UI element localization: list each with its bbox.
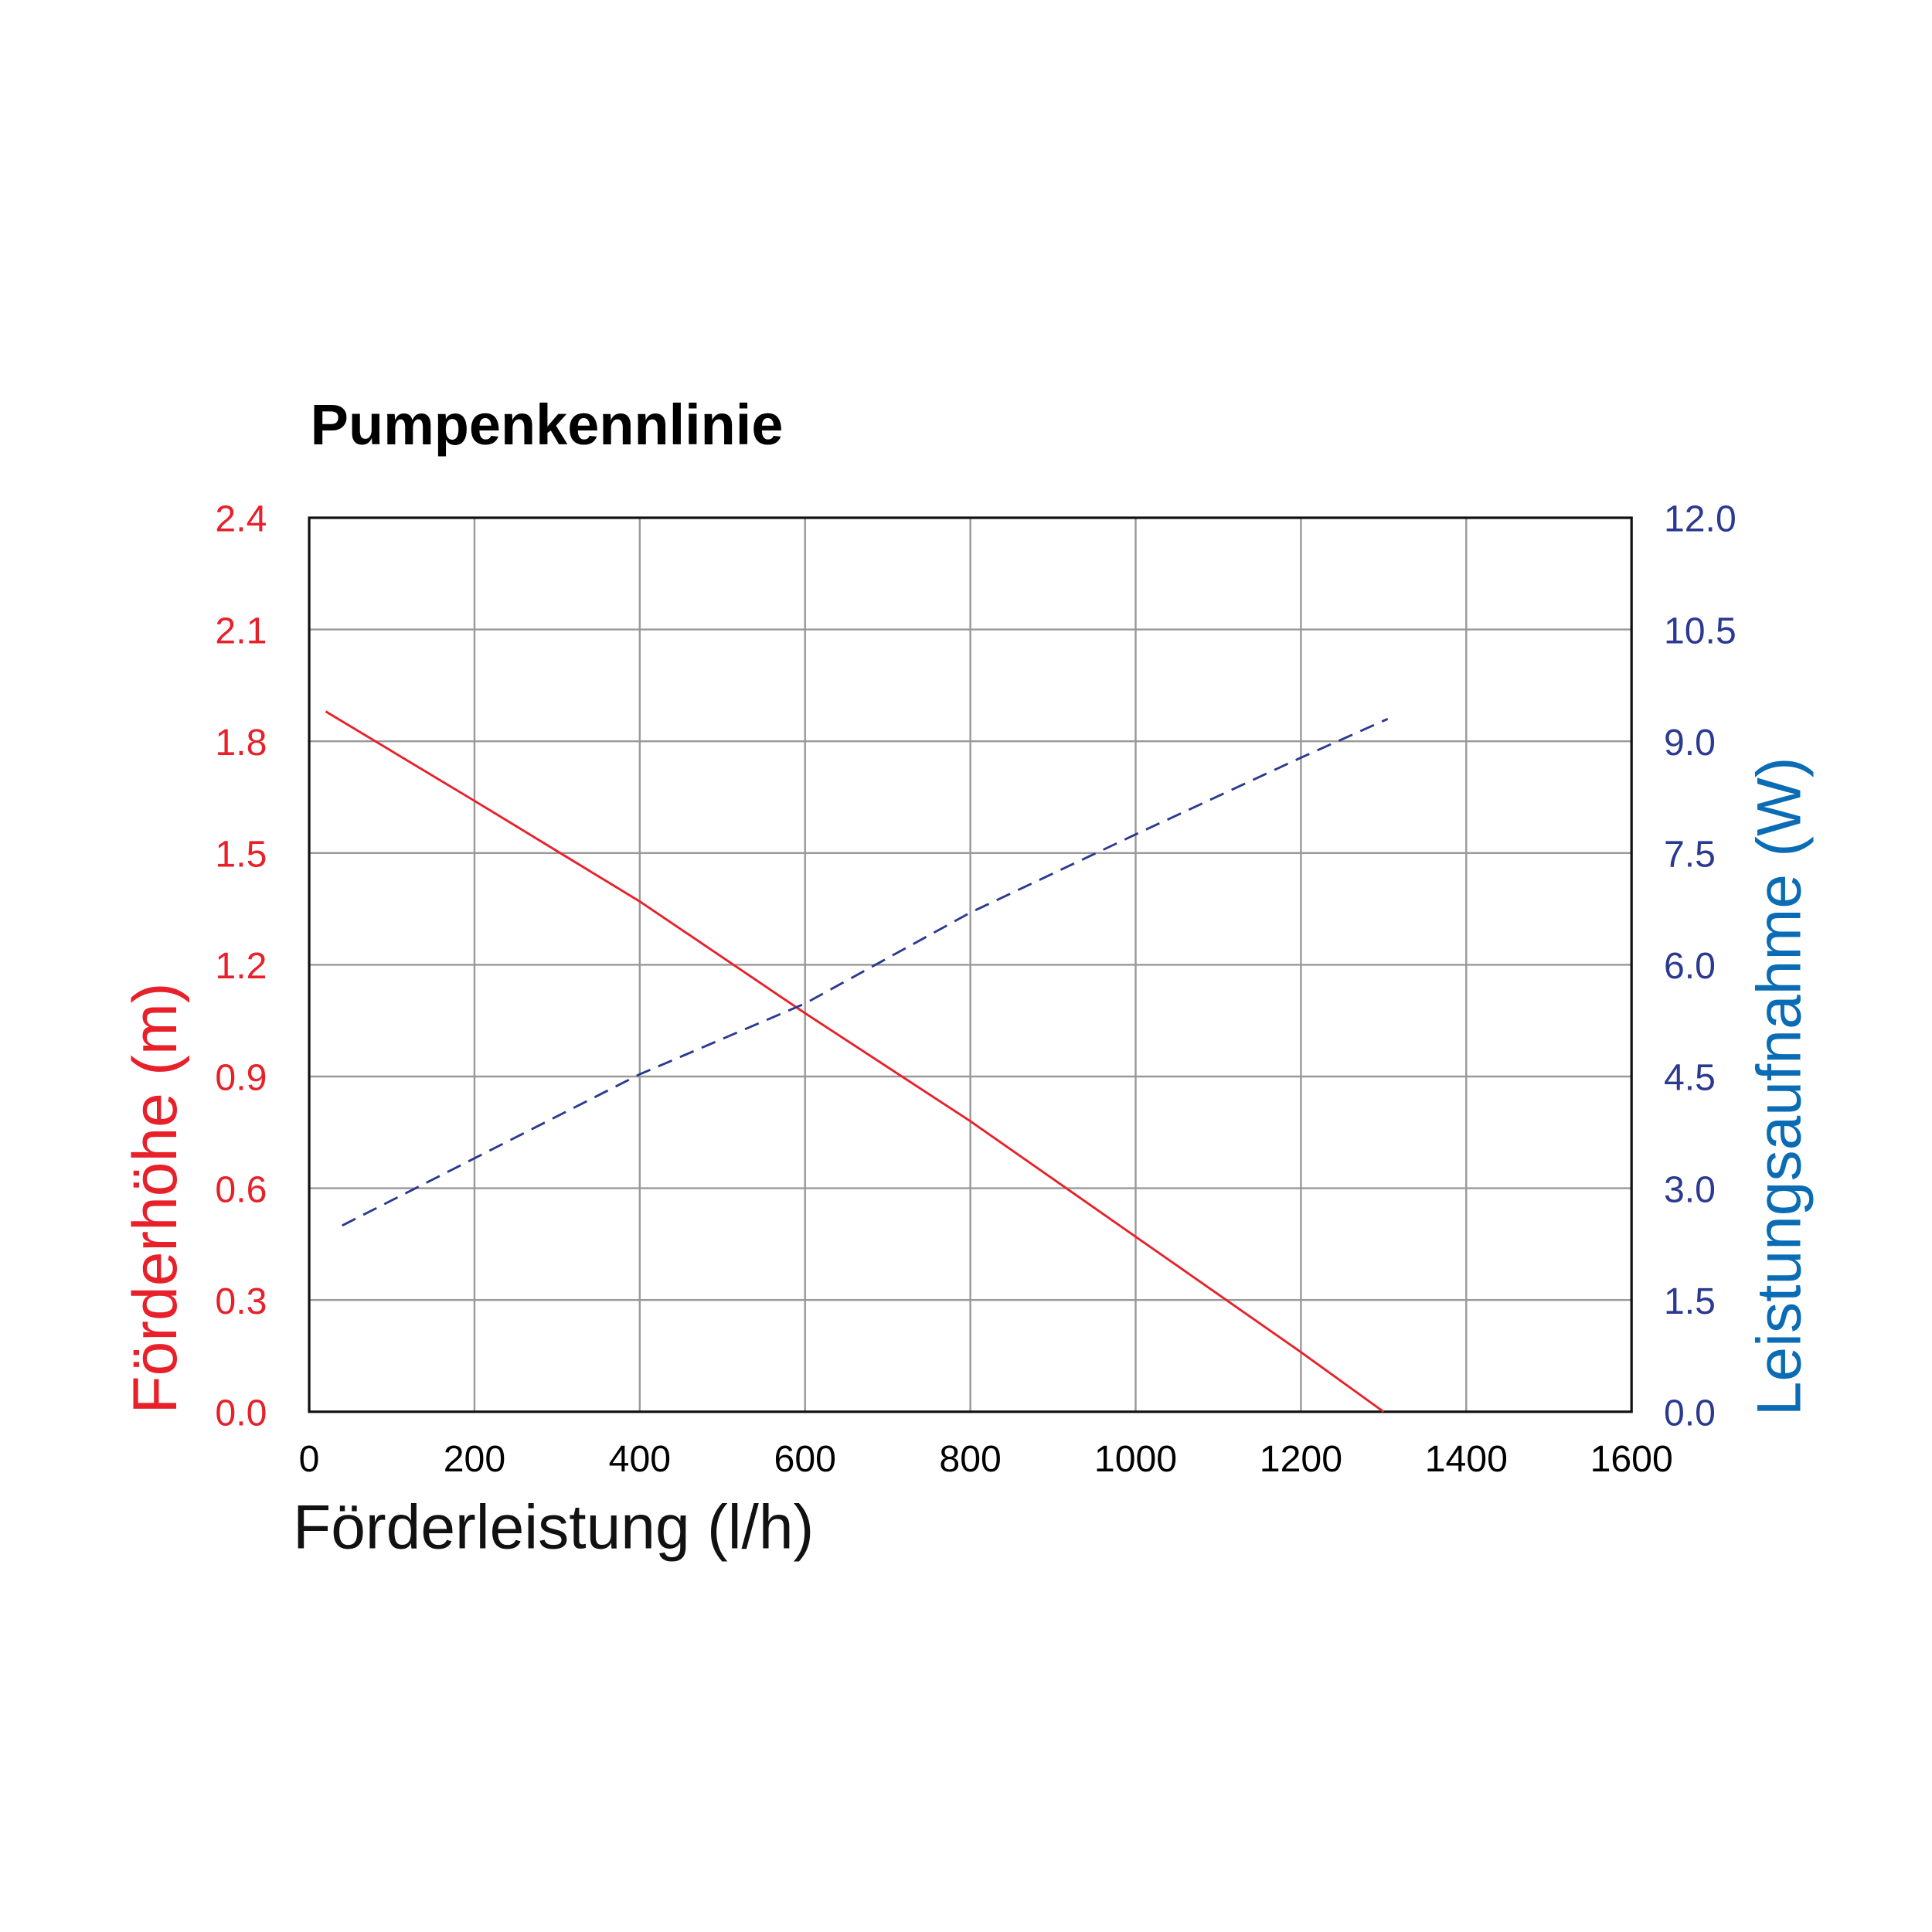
x-tick-label: 1200: [1260, 1438, 1342, 1480]
y2-tick-label: 0.0: [1664, 1392, 1716, 1434]
chart-title: Pumpenkennlinie: [311, 393, 784, 457]
x-tick-label: 1000: [1094, 1438, 1177, 1480]
x-axis-label: Förderleistung (l/h): [293, 1493, 814, 1563]
x-tick-label: 800: [939, 1438, 1001, 1480]
y2-tick-label: 9.0: [1664, 722, 1716, 764]
y2-tick-label: 7.5: [1664, 833, 1716, 875]
y-tick-label: 1.5: [215, 833, 267, 875]
y-tick-label: 1.8: [215, 722, 267, 764]
plot-frame: [308, 516, 1633, 1413]
y-tick-label: 0.6: [215, 1168, 267, 1210]
x-tick-label: 0: [299, 1438, 320, 1480]
y2-tick-label: 6.0: [1664, 945, 1716, 987]
y2-tick-label: 1.5: [1664, 1281, 1716, 1322]
x-tick-label: 600: [774, 1438, 836, 1480]
y-tick-label: 0.9: [215, 1057, 267, 1099]
y-tick-label: 0.0: [215, 1392, 267, 1434]
y-tick-label: 2.1: [215, 610, 267, 651]
x-tick-label: 1600: [1590, 1438, 1673, 1480]
y-tick-label: 0.3: [215, 1281, 267, 1322]
y-tick-label: 1.2: [215, 945, 267, 987]
y-tick-label: 2.4: [215, 498, 267, 540]
series-line: [342, 717, 1389, 1227]
y2-axis-label: Leistungsaufnahme (W): [1745, 757, 1815, 1416]
y-axis-label: Förderhöhe (m): [121, 982, 190, 1413]
x-tick-label: 200: [444, 1438, 505, 1480]
y2-tick-label: 4.5: [1664, 1057, 1716, 1099]
y2-tick-label: 10.5: [1664, 610, 1736, 651]
x-tick-label: 400: [609, 1438, 671, 1480]
x-tick-label: 1400: [1425, 1438, 1508, 1480]
series-line: [325, 710, 1385, 1413]
y2-tick-label: 12.0: [1664, 498, 1736, 540]
y2-tick-label: 3.0: [1664, 1168, 1716, 1210]
